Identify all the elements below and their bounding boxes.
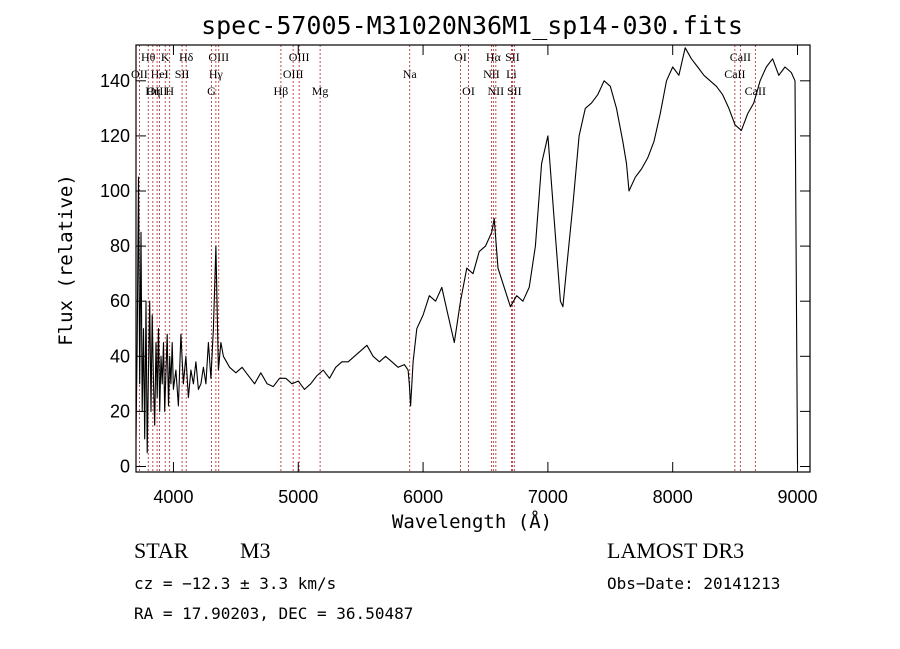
y-tick-label-2: 40: [110, 346, 130, 366]
line-label-12: Hγ: [209, 67, 224, 81]
y-tick-label-4: 80: [110, 236, 130, 256]
y-tick-label-0: 0: [120, 456, 130, 476]
line-label-19: Hη: [145, 84, 160, 98]
x-tick-label-5: 9000: [777, 487, 817, 507]
spectrum-line: [135, 47, 799, 464]
line-label-15: NII: [483, 67, 500, 81]
line-label-24: OI: [462, 84, 475, 98]
x-tick-label-4: 8000: [653, 487, 693, 507]
line-label-20: H: [165, 84, 174, 98]
object-type: STAR: [134, 538, 189, 563]
y-tick-label-7: 140: [100, 71, 130, 91]
line-label-23: Mg: [312, 84, 329, 98]
y-tick-label-5: 100: [100, 181, 130, 201]
line-label-2: Hδ: [179, 50, 194, 64]
x-tick-label-3: 7000: [528, 487, 568, 507]
line-label-8: CaII: [730, 50, 751, 64]
line-label-0: Hθ: [141, 50, 156, 64]
line-label-6: Hα: [486, 50, 502, 64]
line-label-13: OIII: [283, 67, 304, 81]
x-tick-label-0: 4000: [153, 487, 193, 507]
coordinates: RA = 17.90203, DEC = 36.50487: [134, 604, 414, 623]
y-tick-label-1: 20: [110, 401, 130, 421]
line-label-5: OI: [454, 50, 467, 64]
line-label-3: OIII: [208, 50, 229, 64]
line-label-11: SII: [175, 67, 190, 81]
line-label-26: SII: [507, 84, 522, 98]
spectrum-series: [135, 47, 799, 464]
redshift-cz: cz = −12.3 ± 3.3 km/s: [134, 574, 337, 593]
chart-title: spec-57005-M31020N36M1_sp14-030.fits: [201, 11, 743, 40]
line-label-9: OII: [131, 67, 148, 81]
line-label-27: CaII: [745, 84, 766, 98]
subclass: M3: [240, 538, 271, 563]
line-label-10: HeI: [151, 67, 169, 81]
line-label-16: Li: [506, 67, 517, 81]
line-label-4: OIII: [289, 50, 310, 64]
line-label-25: NII: [488, 84, 505, 98]
obs-date: Obs−Date: 20141213: [607, 574, 781, 593]
line-label-14: Na: [403, 67, 418, 81]
y-axis-label: Flux (relative): [55, 174, 77, 346]
line-label-18: OIII: [147, 84, 168, 98]
line-label-22: Hβ: [274, 84, 289, 98]
survey-name: LAMOST DR3: [607, 538, 745, 563]
x-tick-label-2: 6000: [403, 487, 443, 507]
x-axis-label: Wavelength (Å): [392, 510, 552, 533]
line-label-17: CaII: [724, 67, 745, 81]
plot-frame: [135, 44, 811, 473]
x-tick-label-1: 5000: [278, 487, 318, 507]
axis-ticks: 4000 5000 6000 7000 8000 9000 0 20 40 60 80 100 120 1…: [100, 45, 818, 507]
y-tick-label-6: 120: [100, 126, 130, 146]
line-label-21: G: [207, 84, 216, 98]
line-label-7: SII: [505, 50, 520, 64]
y-tick-label-3: 60: [110, 291, 130, 311]
line-label-1: K: [161, 50, 170, 64]
